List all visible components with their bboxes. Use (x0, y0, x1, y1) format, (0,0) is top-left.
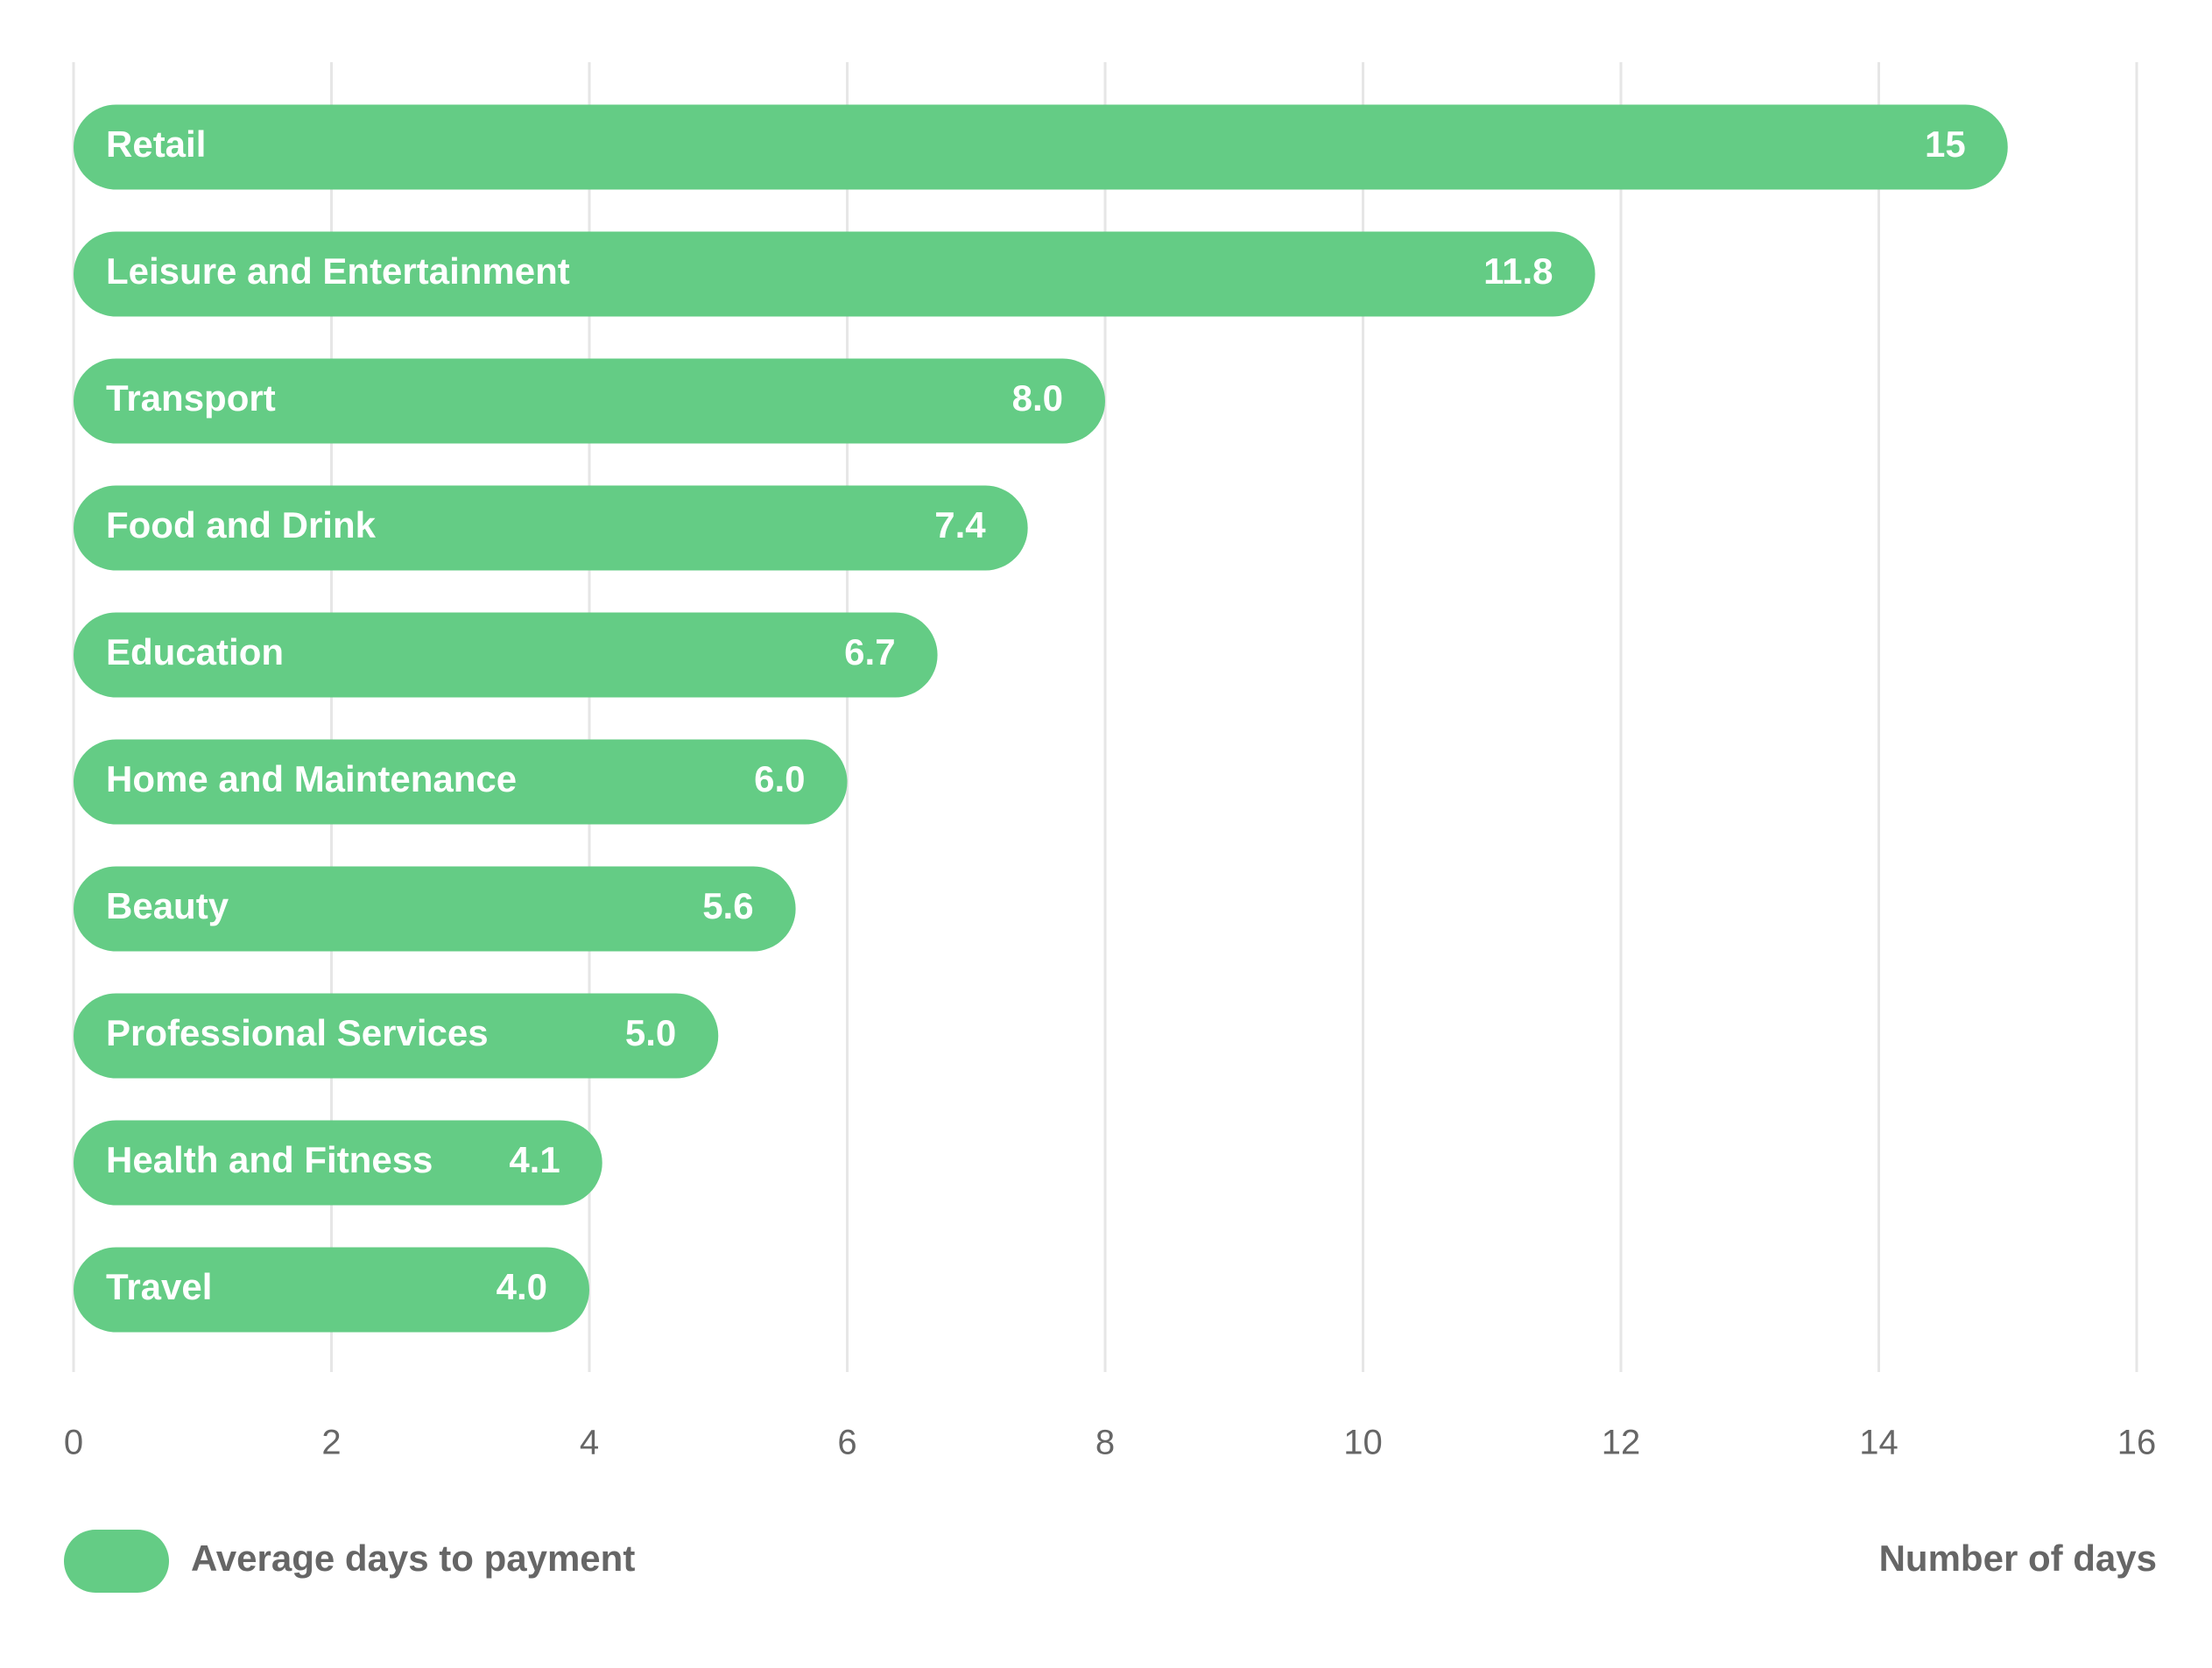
bar (74, 1247, 589, 1333)
category-label: Food and Drink (106, 504, 377, 545)
x-tick-label: 10 (1343, 1424, 1383, 1462)
value-label: 6.0 (754, 758, 805, 799)
x-tick-label: 8 (1095, 1424, 1115, 1462)
value-label: 11.8 (1483, 250, 1553, 292)
category-label: Travel (106, 1266, 212, 1307)
category-label: Transport (106, 377, 276, 419)
category-label: Professional Services (106, 1012, 489, 1053)
category-label: Beauty (106, 885, 229, 926)
category-label: Retail (106, 123, 206, 165)
value-label: 4.1 (509, 1139, 560, 1180)
bar (74, 612, 938, 698)
x-tick-label: 16 (2117, 1424, 2157, 1462)
value-label: 8.0 (1012, 377, 1063, 419)
legend-swatch (64, 1530, 169, 1593)
category-label: Education (106, 631, 284, 672)
bar (74, 739, 848, 825)
value-label: 5.6 (702, 885, 753, 926)
value-label: 15 (1925, 123, 1966, 165)
x-tick-label: 12 (1602, 1424, 1641, 1462)
bar (74, 485, 1028, 571)
x-tick-label: 14 (1859, 1424, 1899, 1462)
legend-label: Average days to payment (191, 1538, 635, 1579)
x-tick-label: 4 (580, 1424, 599, 1462)
value-label: 4.0 (497, 1266, 547, 1307)
bar (74, 1120, 602, 1206)
bar (74, 993, 719, 1079)
x-tick-label: 2 (321, 1424, 341, 1462)
value-label: 7.4 (934, 504, 986, 545)
bar (74, 104, 2008, 190)
x-tick-label: 6 (837, 1424, 856, 1462)
value-label: 6.7 (844, 631, 895, 672)
x-tick-label: 0 (64, 1424, 83, 1462)
category-label: Home and Maintenance (106, 758, 517, 799)
bar (74, 866, 796, 952)
x-axis-label: Number of days (1879, 1538, 2157, 1579)
value-label: 5.0 (625, 1012, 676, 1053)
category-label: Leisure and Entertainment (106, 250, 570, 292)
bar (74, 231, 1596, 317)
category-label: Health and Fitness (106, 1139, 433, 1180)
bar (74, 358, 1105, 444)
